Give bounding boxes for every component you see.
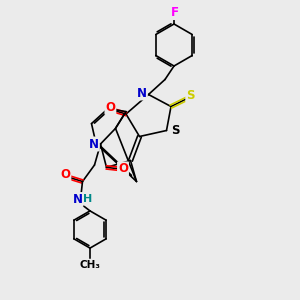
Text: F: F xyxy=(171,6,178,19)
Text: H: H xyxy=(83,194,92,205)
Text: CH₃: CH₃ xyxy=(80,260,100,270)
Text: O: O xyxy=(60,168,70,181)
Text: O: O xyxy=(118,162,128,176)
Text: N: N xyxy=(72,193,82,206)
Text: S: S xyxy=(186,89,195,102)
Text: O: O xyxy=(105,101,116,114)
Text: S: S xyxy=(171,124,179,137)
Text: N: N xyxy=(89,137,99,151)
Text: N: N xyxy=(137,86,147,100)
